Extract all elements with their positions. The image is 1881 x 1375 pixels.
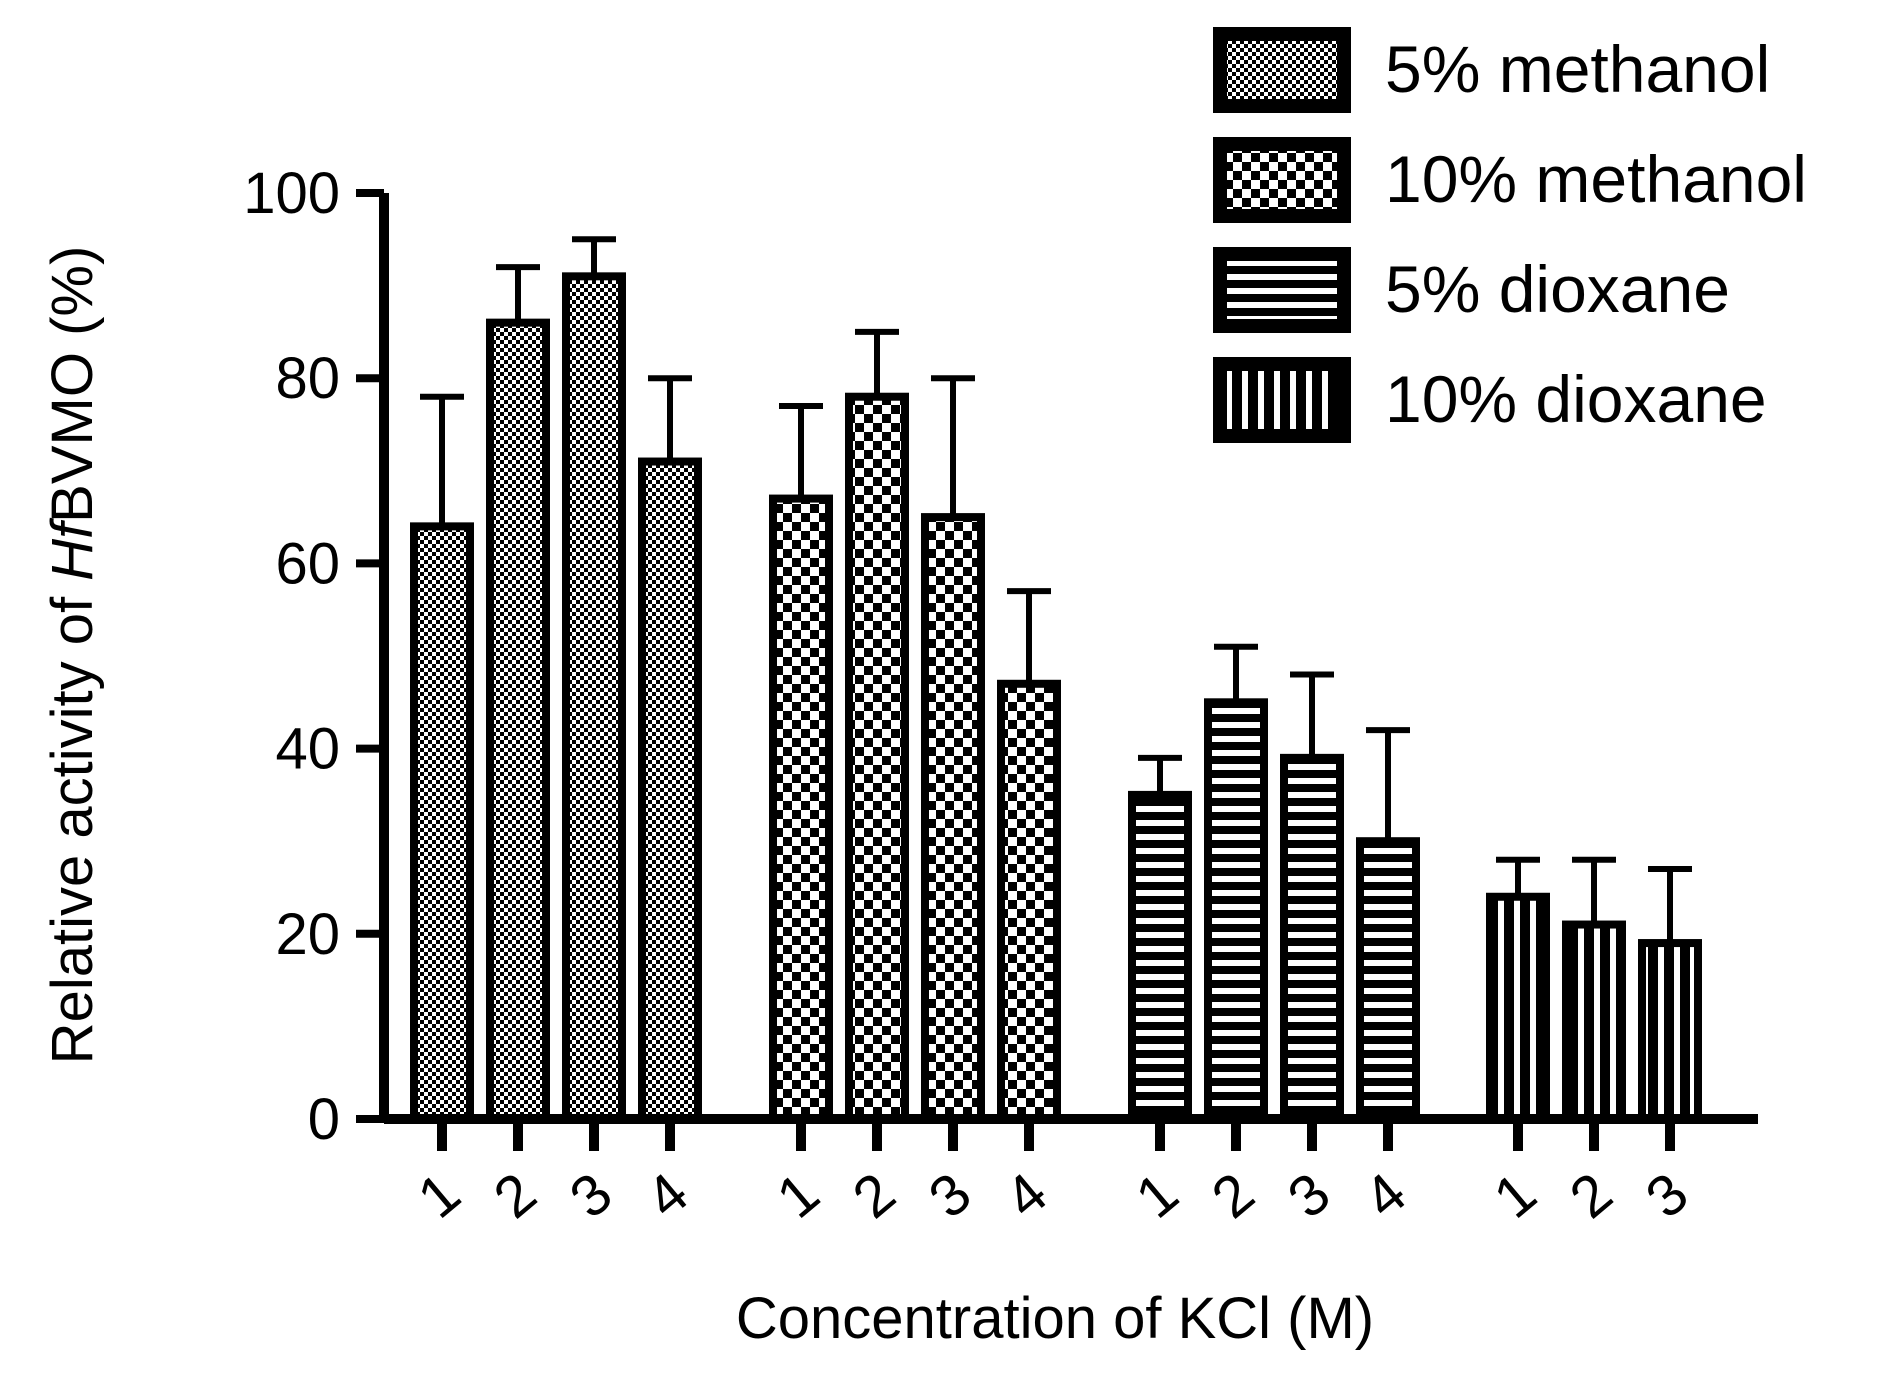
legend-label: 5% methanol xyxy=(1385,32,1770,106)
x-tick-label: 1 xyxy=(1482,1160,1548,1231)
bar xyxy=(410,522,474,1123)
x-tick-label: 3 xyxy=(1276,1160,1342,1231)
x-tick-label: 4 xyxy=(634,1160,700,1231)
bar xyxy=(486,318,550,1123)
legend-swatch xyxy=(1213,247,1351,333)
bars xyxy=(410,236,1702,1124)
x-tick-label: 2 xyxy=(841,1160,907,1231)
legend-label: 5% dioxane xyxy=(1385,252,1730,326)
y-tick-label: 100 xyxy=(243,161,340,226)
y-tick-label: 0 xyxy=(308,1087,340,1152)
bar xyxy=(1280,753,1344,1123)
y-tick-label: 20 xyxy=(275,902,340,967)
legend-label: 10% methanol xyxy=(1385,142,1807,216)
bar xyxy=(638,457,702,1124)
x-tick-label: 4 xyxy=(1352,1160,1418,1231)
x-tick-label: 1 xyxy=(1124,1160,1190,1231)
y-axis-title-suffix: BVMO (%) xyxy=(40,246,105,523)
x-tick-label: 2 xyxy=(1558,1160,1624,1231)
y-tick-label: 40 xyxy=(275,717,340,782)
legend: 5% methanol 10% methanol 5% dioxane 10% dio… xyxy=(1213,27,1807,443)
x-tick-label: 4 xyxy=(993,1160,1059,1231)
legend-swatch xyxy=(1213,137,1351,223)
bar xyxy=(562,272,626,1123)
y-axis-ticks: 0 20 40 60 80 100 xyxy=(243,161,384,1152)
legend-label: 10% dioxane xyxy=(1385,362,1767,436)
bar xyxy=(769,494,833,1123)
x-tick-label: 1 xyxy=(406,1160,472,1231)
x-tick-label: 3 xyxy=(558,1160,624,1231)
x-tick-label: 2 xyxy=(482,1160,548,1231)
x-tick-label: 2 xyxy=(1200,1160,1266,1231)
x-tick-label: 1 xyxy=(765,1160,831,1231)
x-tick-label: 3 xyxy=(1634,1160,1700,1231)
x-tick-label: 3 xyxy=(917,1160,983,1231)
y-tick-label: 60 xyxy=(275,531,340,596)
bar xyxy=(1128,790,1192,1124)
bar xyxy=(921,513,985,1123)
svg-text:Relative activity of HfBVMO (%: Relative activity of HfBVMO (%) xyxy=(40,246,105,1065)
y-tick-label: 80 xyxy=(275,346,340,411)
x-axis-title: Concentration of KCl (M) xyxy=(736,1286,1374,1351)
bar xyxy=(845,392,909,1124)
legend-swatch xyxy=(1213,357,1351,443)
bar xyxy=(1486,892,1550,1124)
bar xyxy=(997,679,1061,1124)
bar xyxy=(1356,837,1420,1123)
y-axis-title-prefix: Relative activity of xyxy=(40,581,105,1065)
legend-swatch xyxy=(1213,27,1351,113)
bar xyxy=(1204,698,1268,1123)
bar xyxy=(1562,920,1626,1123)
y-axis-title: Relative activity of HfBVMO (%) xyxy=(40,246,105,1065)
bar xyxy=(1638,939,1702,1123)
y-axis-title-italic: Hf xyxy=(40,517,105,581)
